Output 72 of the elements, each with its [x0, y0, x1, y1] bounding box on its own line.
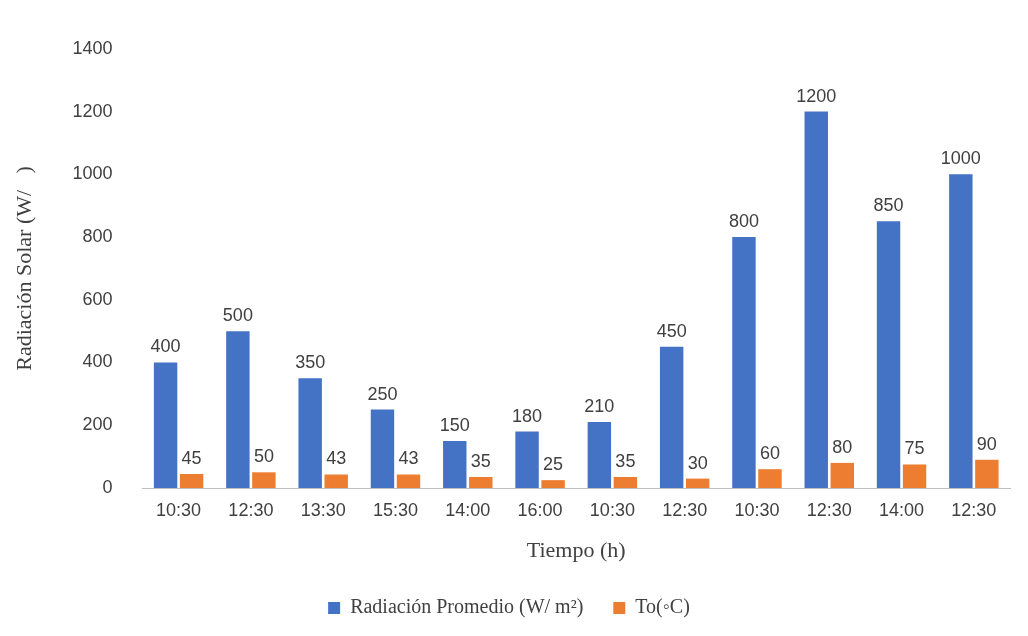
data-label: 400: [150, 336, 181, 357]
data-label: 43: [326, 448, 347, 469]
bar: [587, 422, 612, 488]
data-label: 1200: [796, 85, 837, 106]
bar: [370, 409, 395, 488]
bar: [515, 431, 539, 488]
x-tick-label: 10:30: [734, 499, 780, 520]
x-tick-label: 12:30: [662, 499, 708, 520]
data-label: 45: [181, 447, 202, 468]
data-label: 35: [470, 450, 491, 471]
data-label: 1000: [940, 148, 981, 169]
data-label: 350: [295, 352, 326, 373]
legend-label: To(◦C): [635, 595, 690, 619]
bar: [179, 473, 204, 488]
y-tick-label: 1400: [72, 37, 113, 58]
data-label: 450: [656, 320, 687, 341]
data-label: 210: [584, 396, 615, 417]
x-axis-title: Tiempo (h): [526, 536, 626, 562]
y-tick-label: 1200: [72, 100, 113, 121]
bar: [324, 474, 348, 488]
data-label: 90: [976, 433, 997, 454]
data-label: 43: [398, 448, 419, 469]
bar: [685, 478, 710, 488]
bar: [659, 346, 684, 488]
x-tick-label: 14:00: [879, 499, 925, 520]
data-label: 35: [615, 450, 636, 471]
y-tick-label: 200: [82, 414, 113, 435]
bar: [469, 477, 493, 488]
y-tick-label: 800: [82, 226, 113, 246]
data-label: 250: [367, 383, 398, 404]
x-tick-label: 15:30: [372, 499, 418, 520]
legend-label: Radiación Promedio (W/ m²): [350, 595, 584, 619]
bar: [396, 474, 421, 488]
bar: [758, 469, 782, 488]
data-label: 60: [759, 443, 780, 464]
bar: [830, 462, 854, 488]
bar: [298, 378, 322, 488]
data-label: 30: [687, 452, 708, 473]
x-tick-label: 16:00: [517, 499, 563, 520]
bar: [902, 464, 927, 488]
y-tick-label: 1000: [72, 163, 113, 184]
data-label: 800: [728, 211, 759, 231]
x-tick-label: 12:30: [951, 499, 997, 520]
bar: [876, 221, 901, 488]
bar: [153, 362, 178, 488]
x-tick-label: 14:00: [445, 499, 491, 520]
y-axis-title: Radiación Solar (W/ ): [10, 166, 36, 371]
data-label: 180: [512, 405, 543, 426]
y-tick-label: 600: [82, 288, 113, 309]
data-label: 150: [439, 414, 470, 435]
bar: [226, 331, 250, 488]
x-tick-label: 13:30: [300, 499, 346, 520]
x-tick-label: 12:30: [228, 499, 274, 520]
x-tick-label: 10:30: [156, 499, 202, 520]
x-tick-label: 10:30: [589, 499, 635, 520]
bar: [252, 472, 276, 488]
bar: [804, 111, 828, 488]
data-label: 850: [873, 195, 904, 216]
bar: [541, 480, 565, 488]
y-tick-label: 0: [102, 476, 113, 497]
x-tick-label: 12:30: [806, 499, 852, 520]
bar: [613, 477, 638, 488]
bar: [443, 440, 467, 488]
bar: [732, 237, 756, 488]
data-label: 80: [832, 436, 853, 457]
bar: [975, 459, 999, 488]
data-label: 25: [543, 454, 564, 475]
data-label: 75: [904, 438, 925, 459]
data-label: 500: [222, 305, 253, 326]
y-tick-label: 400: [82, 351, 113, 372]
data-label: 50: [253, 446, 274, 467]
bar: [949, 174, 973, 488]
